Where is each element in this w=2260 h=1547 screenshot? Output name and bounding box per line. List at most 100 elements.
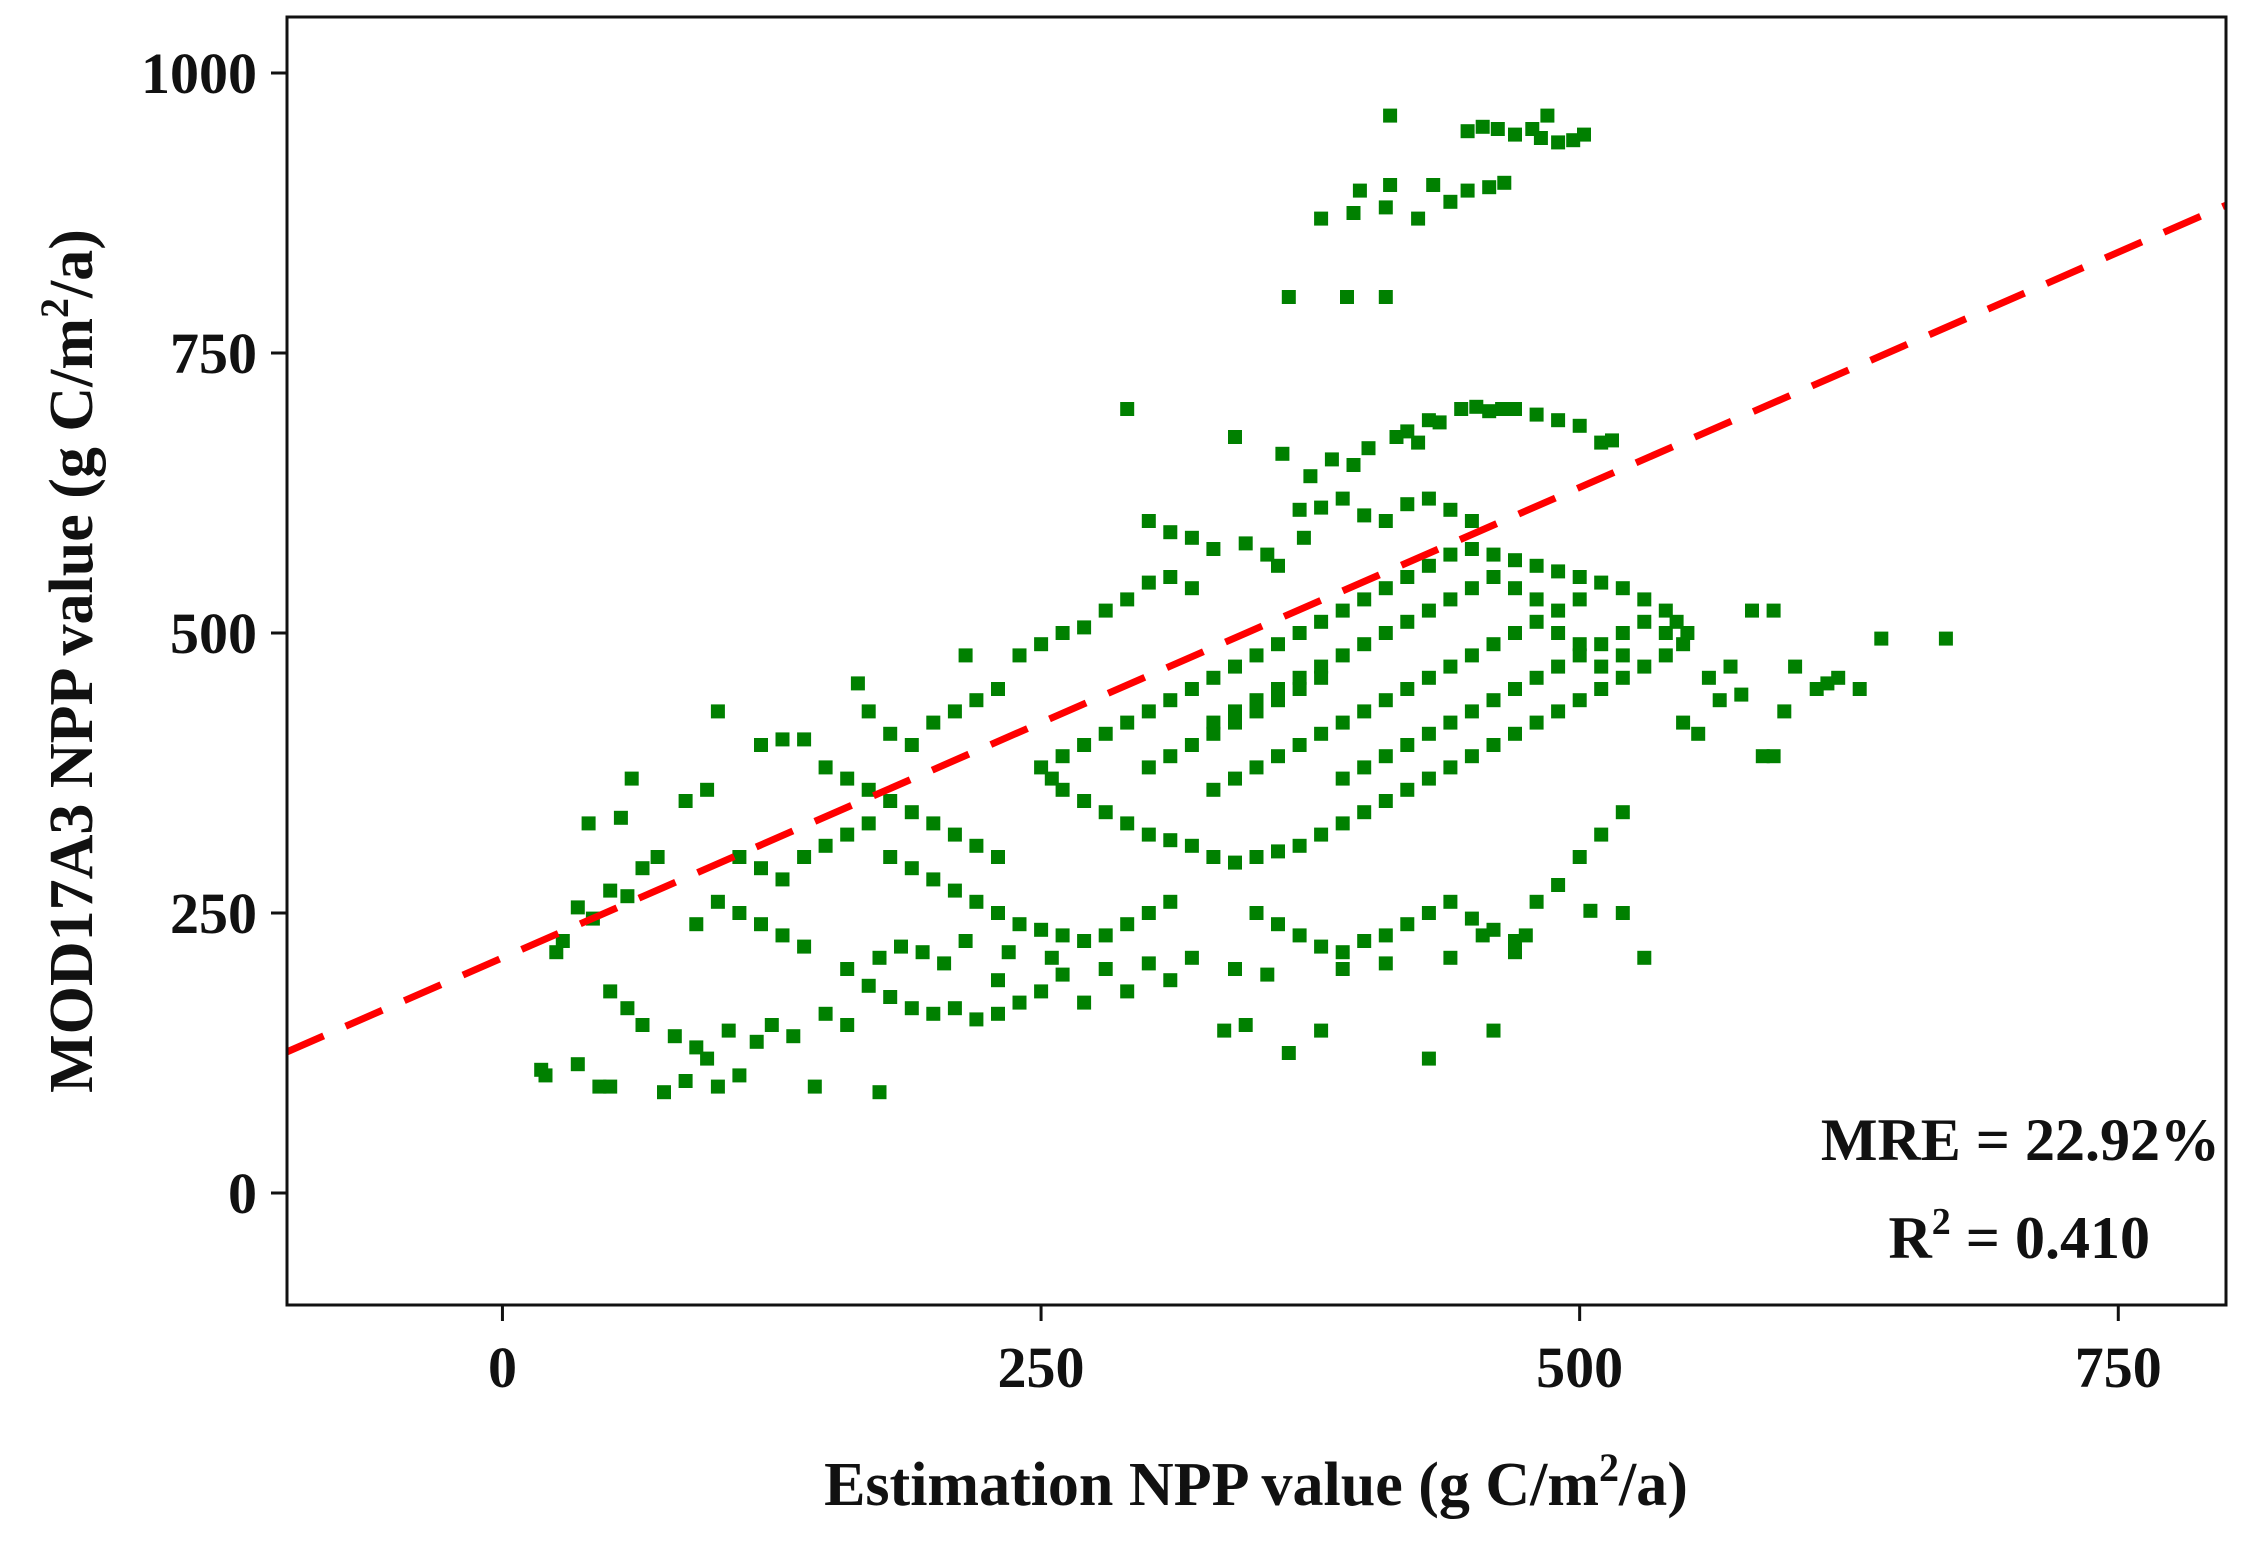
data-point (840, 962, 855, 976)
data-point (721, 1023, 736, 1038)
data-point (1335, 603, 1350, 618)
data-point (732, 850, 747, 864)
data-point (1874, 631, 1889, 646)
data-point (1378, 693, 1393, 708)
data-point (650, 850, 665, 864)
data-point (1228, 715, 1242, 730)
data-point (1228, 704, 1242, 719)
data-point (1809, 682, 1824, 696)
data-point (1551, 413, 1566, 428)
data-point (1551, 626, 1566, 640)
data-point (1292, 838, 1307, 853)
data-point (947, 827, 962, 842)
data-point (603, 883, 618, 898)
data-point (1529, 407, 1544, 422)
data-point (1077, 995, 1092, 1010)
data-point (1163, 525, 1178, 540)
data-point (1572, 693, 1587, 708)
data-point (1551, 659, 1566, 674)
data-point (1637, 592, 1652, 607)
data-point (797, 732, 812, 747)
data-point (1275, 446, 1290, 461)
data-point (1361, 441, 1376, 456)
data-point (1163, 570, 1178, 584)
data-point (1120, 984, 1135, 999)
data-point (958, 648, 973, 663)
data-point (1163, 749, 1178, 764)
data-point (958, 934, 973, 948)
data-point (1421, 558, 1436, 573)
data-point (1691, 726, 1706, 741)
data-point (1421, 906, 1436, 920)
data-point (1378, 928, 1393, 943)
data-point (1464, 749, 1479, 764)
data-point (1055, 626, 1070, 640)
data-point (1141, 704, 1156, 719)
data-point (969, 1012, 984, 1027)
data-point (1486, 570, 1501, 584)
data-point (1400, 917, 1415, 932)
data-point (1378, 290, 1393, 304)
data-point (710, 1079, 725, 1094)
data-point (1324, 452, 1339, 467)
data-point (1411, 211, 1426, 226)
data-point (1701, 670, 1716, 685)
data-point (1206, 542, 1221, 556)
data-point (1464, 704, 1479, 719)
data-point (1615, 648, 1630, 663)
data-point (1508, 945, 1522, 960)
data-point (1012, 995, 1027, 1010)
data-point (1615, 670, 1630, 685)
data-point (1464, 514, 1479, 528)
data-point (904, 738, 919, 752)
data-point (1163, 894, 1178, 909)
data-point (1421, 603, 1436, 618)
data-point (904, 805, 919, 820)
data-point (1443, 592, 1458, 607)
data-point (1346, 458, 1361, 472)
data-point (1335, 715, 1350, 730)
data-point (1340, 290, 1354, 304)
data-point (603, 1079, 618, 1094)
data-point (620, 1001, 635, 1016)
data-point (689, 1040, 704, 1055)
data-point (1482, 180, 1497, 195)
data-point (1637, 950, 1652, 965)
data-point (620, 889, 635, 904)
data-point (1378, 956, 1393, 971)
data-point (1594, 827, 1609, 842)
data-point (872, 1085, 887, 1100)
data-point (624, 771, 639, 786)
data-point (947, 1001, 962, 1016)
data-point (1443, 502, 1458, 517)
data-point (555, 934, 570, 948)
data-point (1357, 508, 1372, 523)
data-point (797, 850, 812, 864)
regression-line (287, 201, 2226, 1056)
data-point (1238, 536, 1253, 551)
data-point (613, 810, 628, 825)
data-point (1529, 715, 1544, 730)
data-point (1566, 133, 1581, 148)
data-point (1077, 934, 1092, 948)
data-point (1206, 782, 1221, 797)
data-point (1249, 760, 1264, 775)
data-point (1120, 715, 1135, 730)
data-point (797, 939, 812, 954)
data-point (1206, 850, 1221, 864)
data-point (1572, 637, 1587, 652)
data-point (1292, 682, 1307, 696)
data-point (1421, 670, 1436, 685)
data-point (1055, 967, 1070, 982)
data-point (581, 816, 596, 831)
data-point (1228, 659, 1242, 674)
data-point (1583, 903, 1598, 918)
data-point (883, 794, 898, 808)
data-point (1464, 648, 1479, 663)
data-point (1141, 906, 1156, 920)
data-point (861, 782, 876, 797)
data-point (1044, 950, 1059, 965)
data-point (1615, 581, 1630, 596)
data-point (1400, 570, 1415, 584)
data-point (883, 990, 898, 1004)
